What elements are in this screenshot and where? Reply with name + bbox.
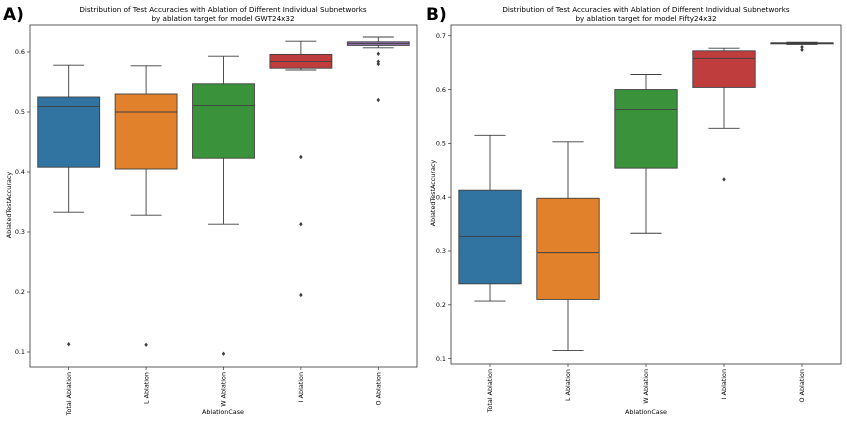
panel-a-box xyxy=(192,83,255,159)
panel-b: B) Distribution of Test Accuracies with … xyxy=(426,5,842,416)
panel-a-x-tick-label: O Ablation xyxy=(375,372,383,405)
panel-b-title: Distribution of Test Accuracies with Abl… xyxy=(502,5,789,14)
panel-b-y-tick-label: 0.3 xyxy=(436,247,446,255)
panel-a-y-tick-label: 0.4 xyxy=(15,168,25,176)
panel-b-outlier-point xyxy=(800,44,804,50)
panel-b-y-tick-label: 0.5 xyxy=(436,140,446,148)
panel-b-y-axis-label: AblatedTestAccuracy xyxy=(429,160,437,227)
panel-b-letter: B) xyxy=(426,5,447,25)
panel-b-box xyxy=(536,197,600,300)
panel-a-x-tick-label: W Ablation xyxy=(220,372,228,407)
panel-a-y-tick-label: 0.1 xyxy=(15,348,25,356)
panel-a-x-tick-label: Total Ablation xyxy=(65,372,73,416)
panel-a-x-tick-label: L Ablation xyxy=(142,372,150,404)
panel-b-subtitle: by ablation target for model Fifty24x32 xyxy=(575,14,716,23)
panel-a-outlier-point xyxy=(299,154,303,160)
panel-b-y-tick-label: 0.2 xyxy=(436,301,446,309)
panel-b-x-axis-label: AblationCase xyxy=(625,408,667,416)
panel-b-x-tick-label: O Ablation xyxy=(798,369,806,402)
panel-a-letter: A) xyxy=(3,5,24,25)
panel-a-box xyxy=(37,96,101,168)
panel-b-y-tick-label: 0.4 xyxy=(436,193,446,201)
panel-a-title: Distribution of Test Accuracies with Abl… xyxy=(79,5,366,14)
panel-a-y-tick-label: 0.5 xyxy=(15,108,25,116)
panel-a-x-tick-label: I Ablation xyxy=(297,372,305,402)
panel-a-y-tick-label: 0.2 xyxy=(15,288,25,296)
panel-a-y-tick-label: 0.6 xyxy=(15,48,25,56)
panel-a-outlier-point xyxy=(299,222,303,227)
panel-b-x-tick-label: L Ablation xyxy=(564,369,572,401)
panel-b-x-tick-label: W Ablation xyxy=(642,369,650,404)
panel-b-outlier-point xyxy=(722,177,726,182)
panel-a-outlier-point xyxy=(376,59,381,64)
panel-a-y-tick-label: 0.3 xyxy=(15,228,25,236)
panel-a-x-axis-label: AblationCase xyxy=(202,408,244,416)
panel-a-box xyxy=(114,93,178,170)
panel-a-outlier-point xyxy=(66,342,71,347)
panel-b-x-tick-label: I Ablation xyxy=(720,369,728,399)
panel-b-x-tick-label: Total Ablation xyxy=(486,369,494,413)
panel-a-outlier-point xyxy=(376,97,381,103)
panel-a-outlier-point xyxy=(144,342,148,347)
panel-b-box xyxy=(614,89,678,169)
panel-a-subtitle: by ablation target for model GWT24x32 xyxy=(151,14,294,23)
panel-a-y-axis-label: AblatedTestAccuracy xyxy=(5,172,13,239)
panel-a-outlier-point xyxy=(376,61,381,67)
panel-b-y-tick-label: 0.7 xyxy=(436,32,446,40)
panel-a-outlier-point xyxy=(376,51,381,56)
panel-a-outlier-point xyxy=(221,351,226,356)
panel-b-y-tick-label: 0.6 xyxy=(436,86,446,94)
panel-a: A) Distribution of Test Accuracies with … xyxy=(3,5,418,416)
panel-b-y-tick-label: 0.1 xyxy=(436,355,446,363)
panel-b-box xyxy=(692,50,756,88)
panel-b-outlier-point xyxy=(800,47,804,52)
panel-a-outlier-point xyxy=(299,292,303,298)
panel-b-box xyxy=(458,189,522,285)
